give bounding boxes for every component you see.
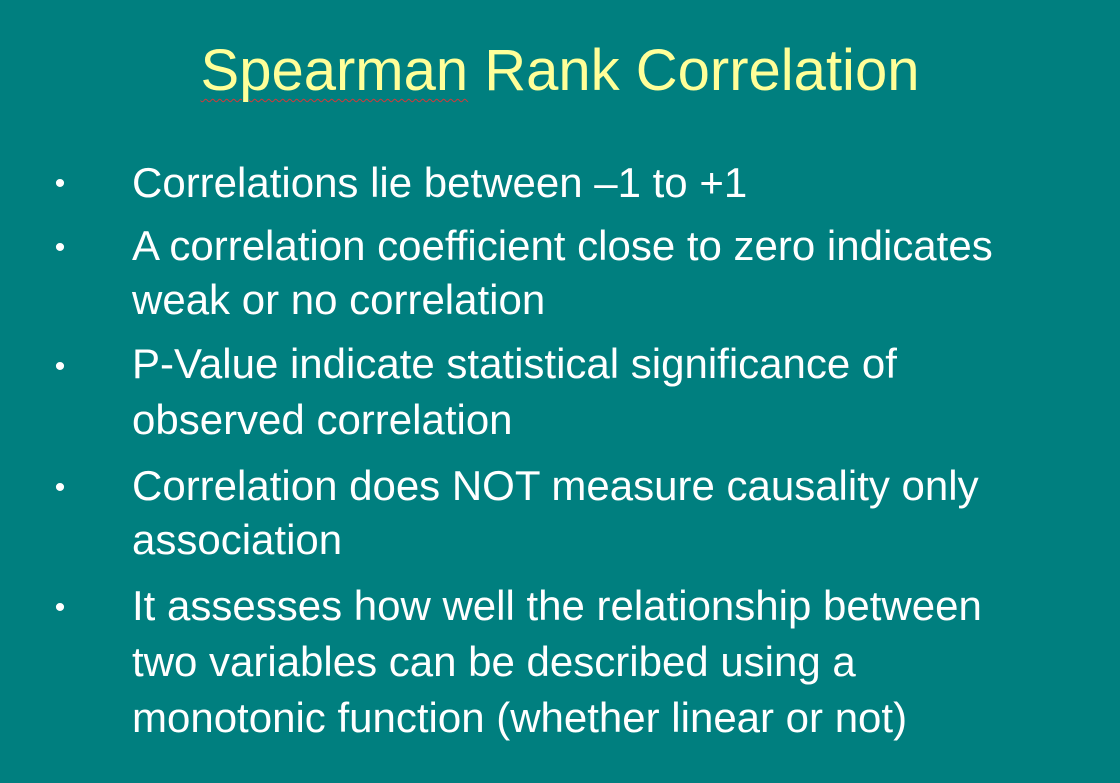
bullet-dot: • xyxy=(54,167,66,200)
bullet-text-line: monotonic function (whether linear or no… xyxy=(132,694,908,741)
bullet-dot: • xyxy=(54,350,66,383)
slide-title: Spearman Rank Correlation xyxy=(0,36,1120,106)
bullet-text-line: observed correlation xyxy=(132,396,513,443)
bullet-dot: • xyxy=(54,231,66,264)
slide-title-rest: Rank Correlation xyxy=(468,38,920,103)
bullet-text-line: Correlations lie between –1 to +1 xyxy=(132,159,748,206)
slide-title-word-spearman: Spearman xyxy=(200,38,469,103)
bullet-dot: • xyxy=(54,591,66,624)
bullet-text-line: Correlation does NOT measure causality o… xyxy=(132,462,979,509)
bullet-dot: • xyxy=(54,471,66,504)
bullet-text-line: two variables can be described using a xyxy=(132,638,856,685)
bullet-text-line: It assesses how well the relationship be… xyxy=(132,582,982,629)
bullet-text-line: P-Value indicate statistical significanc… xyxy=(132,340,897,387)
bullet-text-line: weak or no correlation xyxy=(132,276,546,323)
bullet-text-line: A correlation coefficient close to zero … xyxy=(132,222,993,269)
bullet-text-line: association xyxy=(132,516,343,563)
